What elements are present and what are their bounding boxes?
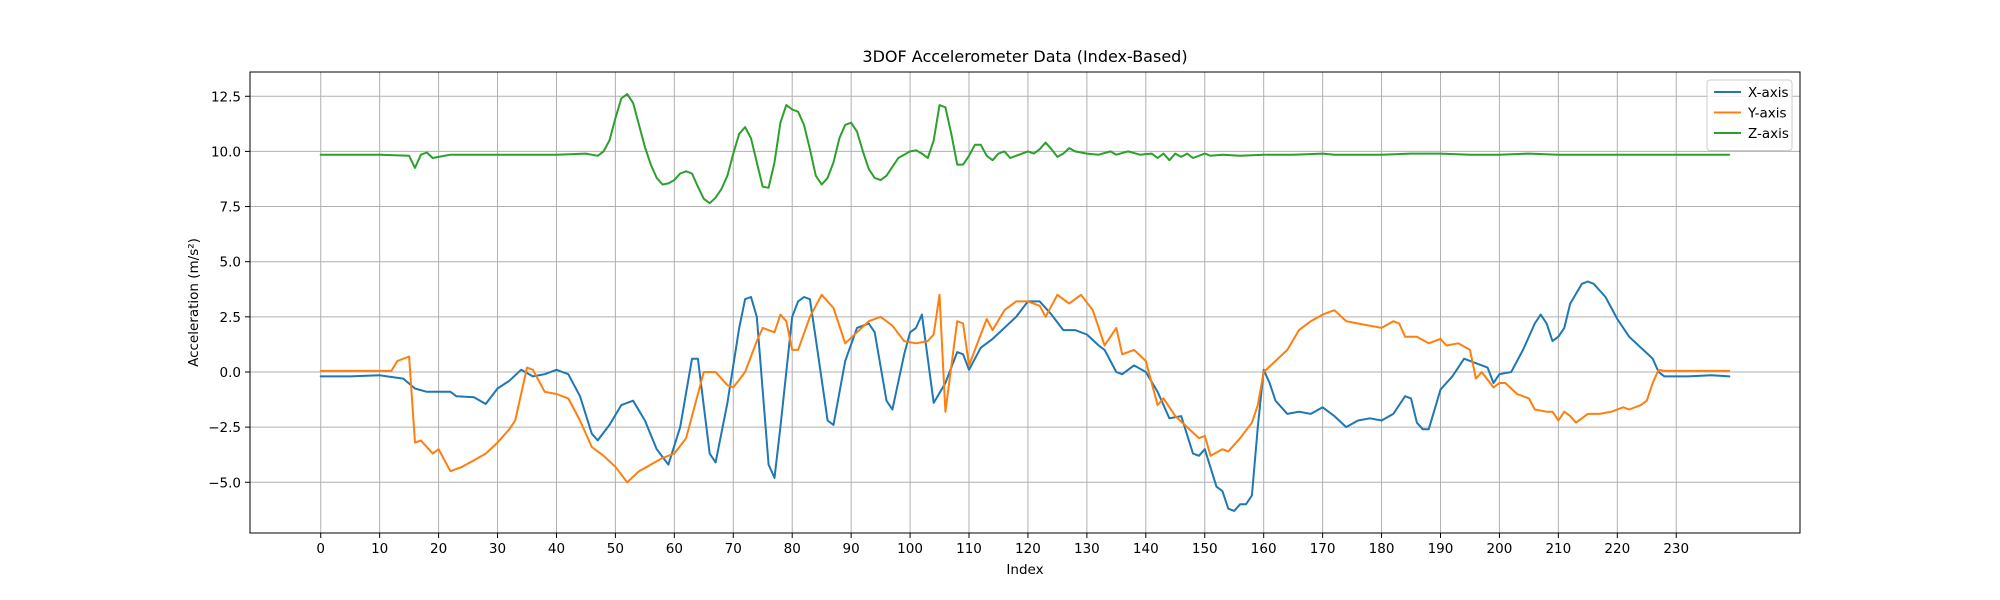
- x-tick-label: 180: [1369, 541, 1395, 557]
- legend-label: X-axis: [1748, 85, 1789, 101]
- plot-area-background: [250, 72, 1800, 533]
- x-tick-label: 30: [489, 541, 506, 557]
- y-tick-label: −5.0: [208, 475, 241, 491]
- x-tick-label: 130: [1074, 541, 1100, 557]
- x-tick-label: 80: [784, 541, 801, 557]
- y-tick-label: 7.5: [220, 200, 241, 216]
- x-axis-label: Index: [1006, 562, 1043, 578]
- y-tick-label: 0.0: [220, 365, 241, 381]
- x-tick-label: 210: [1545, 541, 1571, 557]
- x-tick-label: 120: [1015, 541, 1041, 557]
- x-tick-label: 190: [1428, 541, 1454, 557]
- x-tick-label: 150: [1192, 541, 1218, 557]
- x-tick-label: 50: [607, 541, 624, 557]
- chart-title: 3DOF Accelerometer Data (Index-Based): [862, 47, 1187, 66]
- y-tick-label: 10.0: [211, 144, 241, 160]
- x-tick-label: 220: [1604, 541, 1630, 557]
- x-tick-label: 0: [316, 541, 325, 557]
- series-line-x-axis: [319, 280, 1731, 512]
- axis-ticks: 0 10 20 30 40 50 60 70 80 90 100 110 120 130 140 150 160…: [208, 89, 1689, 557]
- y-tick-label: 5.0: [220, 255, 241, 271]
- x-tick-label: 100: [897, 541, 923, 557]
- x-tick-label: 160: [1251, 541, 1277, 557]
- grid: [250, 72, 1800, 533]
- x-tick-label: 10: [371, 541, 388, 557]
- y-tick-label: 12.5: [211, 89, 241, 105]
- x-tick-label: 110: [956, 541, 982, 557]
- x-tick-label: 90: [843, 541, 860, 557]
- series-line-z-axis: [319, 93, 1731, 205]
- series-line-y-axis: [319, 293, 1731, 484]
- legend-label: Z-axis: [1748, 126, 1789, 142]
- x-tick-label: 140: [1133, 541, 1159, 557]
- x-tick-label: 40: [548, 541, 565, 557]
- plot-frame: [249, 71, 1801, 534]
- legend-label: Y-axis: [1747, 106, 1787, 122]
- x-tick-label: 200: [1487, 541, 1513, 557]
- x-tick-label: 170: [1310, 541, 1336, 557]
- x-tick-label: 70: [725, 541, 742, 557]
- y-tick-label: −2.5: [208, 420, 241, 436]
- y-axis-label: Acceleration (m/s²): [186, 238, 202, 367]
- x-tick-label: 20: [430, 541, 447, 557]
- x-tick-label: 230: [1663, 541, 1689, 557]
- data-series: [319, 93, 1731, 512]
- legend: X-axis Y-axis Z-axis: [1706, 79, 1793, 151]
- x-tick-label: 60: [666, 541, 683, 557]
- y-tick-label: 2.5: [220, 310, 241, 326]
